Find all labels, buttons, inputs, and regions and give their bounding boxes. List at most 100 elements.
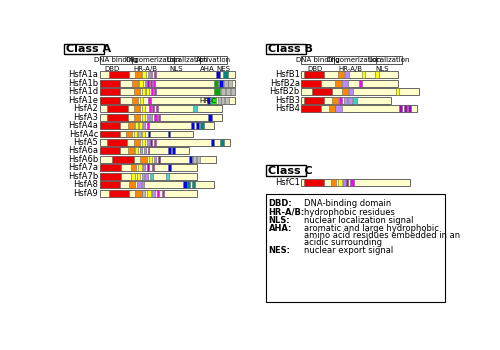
- Bar: [130, 173, 136, 180]
- Bar: [144, 80, 146, 87]
- Bar: [112, 156, 134, 163]
- Text: HsfA1b: HsfA1b: [68, 79, 98, 88]
- Bar: [152, 164, 154, 172]
- Text: DBD: DBD: [308, 66, 323, 72]
- Bar: [147, 139, 150, 146]
- Bar: [223, 71, 228, 78]
- Text: HsfB4: HsfB4: [275, 104, 299, 113]
- Bar: [150, 114, 152, 120]
- Bar: [100, 105, 222, 112]
- Bar: [396, 88, 399, 95]
- Bar: [228, 80, 232, 87]
- Bar: [210, 97, 216, 104]
- Text: HsfB3: HsfB3: [274, 96, 299, 105]
- Text: HsfA5: HsfA5: [74, 138, 98, 147]
- Bar: [140, 147, 142, 154]
- Bar: [136, 147, 138, 154]
- Bar: [142, 190, 146, 197]
- Bar: [140, 97, 143, 104]
- Bar: [226, 88, 230, 95]
- Text: HR-C: HR-C: [199, 98, 216, 104]
- Bar: [100, 80, 235, 87]
- Bar: [192, 105, 196, 112]
- Bar: [100, 190, 196, 197]
- Bar: [148, 156, 152, 163]
- Bar: [139, 80, 143, 87]
- Bar: [158, 156, 160, 163]
- Bar: [192, 156, 196, 163]
- Bar: [148, 131, 150, 138]
- Bar: [100, 88, 235, 95]
- Bar: [148, 71, 150, 78]
- Bar: [342, 80, 347, 87]
- Bar: [134, 105, 140, 112]
- Bar: [360, 80, 362, 87]
- Bar: [216, 71, 220, 78]
- Text: HsfA6b: HsfA6b: [68, 155, 98, 164]
- Text: HR-A/B: HR-A/B: [339, 66, 363, 72]
- Text: DNA binding: DNA binding: [94, 57, 138, 63]
- Bar: [146, 88, 148, 95]
- Bar: [150, 139, 152, 146]
- Bar: [126, 131, 132, 138]
- Bar: [168, 164, 171, 172]
- Bar: [344, 97, 347, 104]
- Bar: [106, 139, 127, 146]
- Bar: [154, 71, 156, 78]
- Bar: [142, 114, 146, 120]
- Bar: [353, 97, 357, 104]
- Text: HR-A/B:: HR-A/B:: [268, 208, 305, 217]
- Text: AHA:: AHA:: [268, 224, 292, 233]
- Bar: [301, 97, 391, 104]
- Text: HsfA8: HsfA8: [74, 180, 98, 189]
- Bar: [138, 131, 141, 138]
- Bar: [100, 88, 120, 95]
- Bar: [130, 164, 136, 172]
- Bar: [152, 190, 154, 197]
- Bar: [138, 164, 141, 172]
- Bar: [200, 56, 227, 64]
- Bar: [196, 122, 199, 129]
- Bar: [154, 114, 157, 120]
- Bar: [109, 71, 129, 78]
- Bar: [174, 56, 201, 64]
- Bar: [146, 173, 148, 180]
- Bar: [172, 147, 175, 154]
- Bar: [184, 181, 186, 188]
- Bar: [132, 56, 174, 64]
- Bar: [100, 156, 216, 163]
- Bar: [147, 122, 150, 129]
- Bar: [151, 71, 152, 78]
- Bar: [152, 105, 154, 112]
- Bar: [100, 122, 120, 129]
- Bar: [301, 71, 398, 78]
- Bar: [137, 173, 140, 180]
- Bar: [336, 105, 342, 112]
- Text: HsfA7a: HsfA7a: [68, 163, 98, 173]
- Bar: [329, 105, 334, 112]
- Bar: [143, 164, 146, 172]
- Text: NLS:: NLS:: [268, 216, 290, 225]
- Bar: [301, 105, 418, 112]
- Text: Localization: Localization: [166, 57, 208, 63]
- Bar: [100, 164, 122, 172]
- Text: HsfA7b: HsfA7b: [68, 172, 98, 181]
- Bar: [399, 105, 402, 112]
- Bar: [134, 139, 140, 146]
- Bar: [129, 181, 136, 188]
- Text: HsfC1: HsfC1: [275, 178, 299, 187]
- Bar: [157, 190, 160, 197]
- Bar: [108, 114, 128, 120]
- Bar: [150, 80, 152, 87]
- Text: HsfA2: HsfA2: [74, 104, 98, 113]
- Bar: [198, 156, 200, 163]
- Bar: [142, 173, 144, 180]
- Bar: [343, 179, 345, 186]
- Bar: [225, 97, 229, 104]
- Bar: [266, 195, 446, 302]
- Bar: [150, 173, 153, 180]
- Bar: [156, 105, 158, 112]
- Bar: [222, 88, 225, 95]
- Bar: [214, 88, 220, 95]
- Text: nuclear localization signal: nuclear localization signal: [304, 216, 414, 225]
